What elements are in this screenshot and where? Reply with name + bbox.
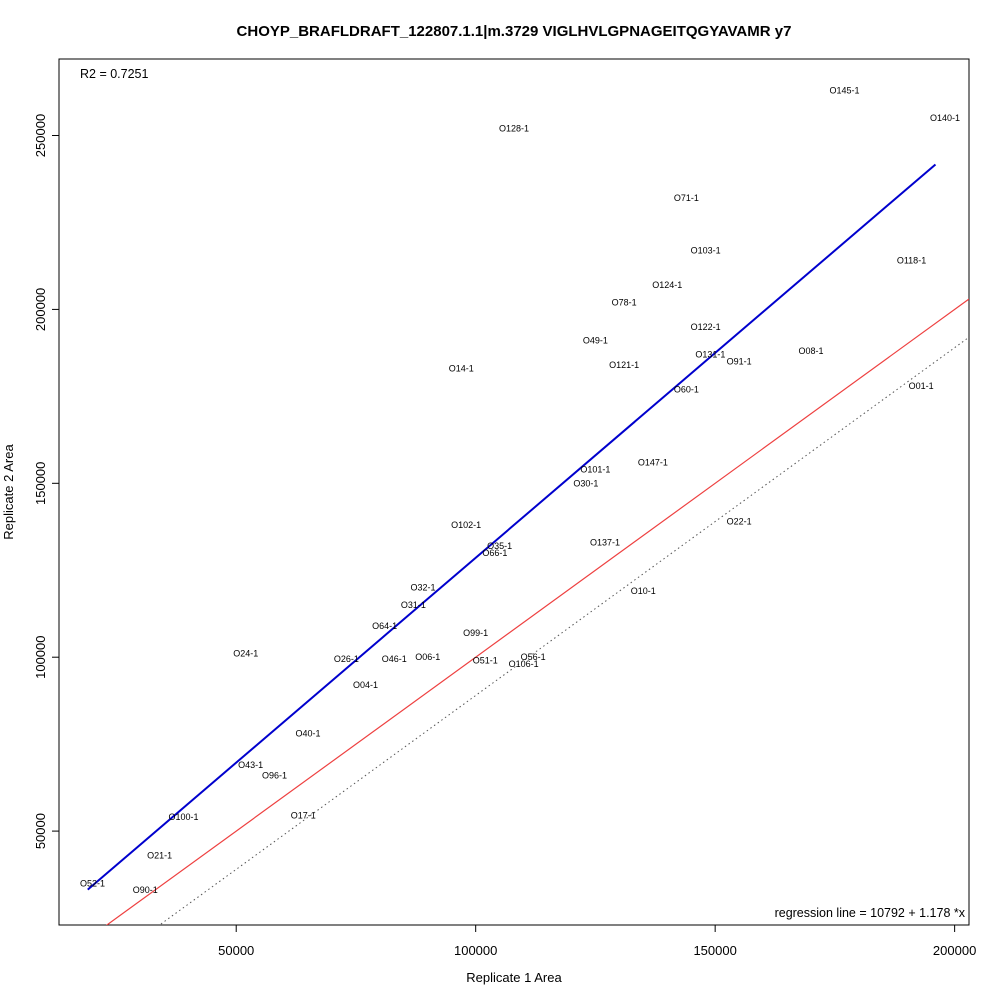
point-label: O99-1 bbox=[463, 628, 488, 638]
point-label: O32-1 bbox=[410, 583, 435, 593]
y-axis-label: Replicate 2 Area bbox=[1, 444, 16, 540]
point-label: O71-1 bbox=[674, 193, 699, 203]
point-label: O101-1 bbox=[580, 464, 610, 474]
x-tick-label: 100000 bbox=[454, 943, 497, 958]
x-tick-label: 150000 bbox=[693, 943, 736, 958]
point-label: O145-1 bbox=[829, 85, 859, 95]
lower-bound-line bbox=[158, 336, 969, 925]
point-label: O128-1 bbox=[499, 124, 529, 134]
point-label: O122-1 bbox=[691, 322, 721, 332]
regression-annotation: regression line = 10792 + 1.178 *x bbox=[775, 906, 966, 920]
point-label: O22-1 bbox=[727, 517, 752, 527]
point-label: O46-1 bbox=[382, 654, 407, 664]
point-label: O106-1 bbox=[509, 659, 539, 669]
point-label: O124-1 bbox=[652, 280, 682, 290]
point-label: O35-1 bbox=[487, 541, 512, 551]
point-label: O52-1 bbox=[80, 878, 105, 888]
y-tick-label: 200000 bbox=[33, 288, 48, 331]
point-label: O14-1 bbox=[449, 364, 474, 374]
x-tick-label: 50000 bbox=[218, 943, 254, 958]
y-tick-label: 250000 bbox=[33, 114, 48, 157]
point-label: O64-1 bbox=[372, 621, 397, 631]
point-label: O49-1 bbox=[583, 336, 608, 346]
point-label: O08-1 bbox=[798, 346, 823, 356]
point-label: O118-1 bbox=[897, 256, 926, 266]
plot-frame bbox=[58, 58, 970, 926]
axes-layer: 50000 100000 150000 200000 50000 100000 150000… bbox=[33, 114, 976, 958]
point-label: O26-1 bbox=[334, 654, 359, 664]
point-label: O40-1 bbox=[296, 729, 321, 739]
point-label: O102-1 bbox=[451, 520, 481, 530]
point-label: O56-1 bbox=[521, 652, 546, 662]
y-tick-label: 50000 bbox=[33, 813, 48, 849]
chart-title: CHOYP_BRAFLDRAFT_122807.1.1|m.3729 VIGLH… bbox=[237, 23, 792, 40]
identity-line bbox=[105, 298, 969, 925]
point-label: O04-1 bbox=[353, 680, 378, 690]
y-tick-label: 150000 bbox=[33, 462, 48, 505]
point-label: O01-1 bbox=[909, 381, 934, 391]
point-label: O78-1 bbox=[612, 297, 637, 307]
point-label: O31-1 bbox=[401, 600, 426, 610]
point-label: O91-1 bbox=[727, 357, 752, 367]
point-label: O66-1 bbox=[482, 548, 507, 558]
x-axis-label: Replicate 1 Area bbox=[466, 970, 562, 985]
point-label: O10-1 bbox=[631, 586, 656, 596]
lines-layer bbox=[87, 163, 969, 925]
point-label: O90-1 bbox=[133, 885, 158, 895]
point-label: O60-1 bbox=[674, 384, 699, 394]
y-tick-label: 100000 bbox=[33, 636, 48, 679]
point-label: O21-1 bbox=[147, 850, 172, 860]
r2-annotation: R2 = 0.7251 bbox=[80, 67, 149, 81]
point-label: O17-1 bbox=[291, 810, 316, 820]
point-label: O100-1 bbox=[169, 812, 199, 822]
point-label: O30-1 bbox=[573, 478, 598, 488]
point-label: O96-1 bbox=[262, 770, 287, 780]
point-label: O24-1 bbox=[233, 649, 258, 659]
point-label: O103-1 bbox=[691, 245, 721, 255]
regression-line bbox=[87, 163, 937, 891]
point-label: O06-1 bbox=[415, 652, 440, 662]
point-label: O43-1 bbox=[238, 760, 263, 770]
point-label: O147-1 bbox=[638, 457, 668, 467]
point-label: O140-1 bbox=[930, 113, 960, 123]
point-label: O121-1 bbox=[609, 360, 639, 370]
point-label: O51-1 bbox=[473, 656, 498, 666]
x-tick-label: 200000 bbox=[933, 943, 976, 958]
points-layer: O145-1 O140-1 O128-1 O71-1 O103-1 O118-1 O124-… bbox=[80, 85, 960, 895]
point-label: O137-1 bbox=[590, 537, 620, 547]
point-label: O131-1 bbox=[695, 350, 725, 360]
